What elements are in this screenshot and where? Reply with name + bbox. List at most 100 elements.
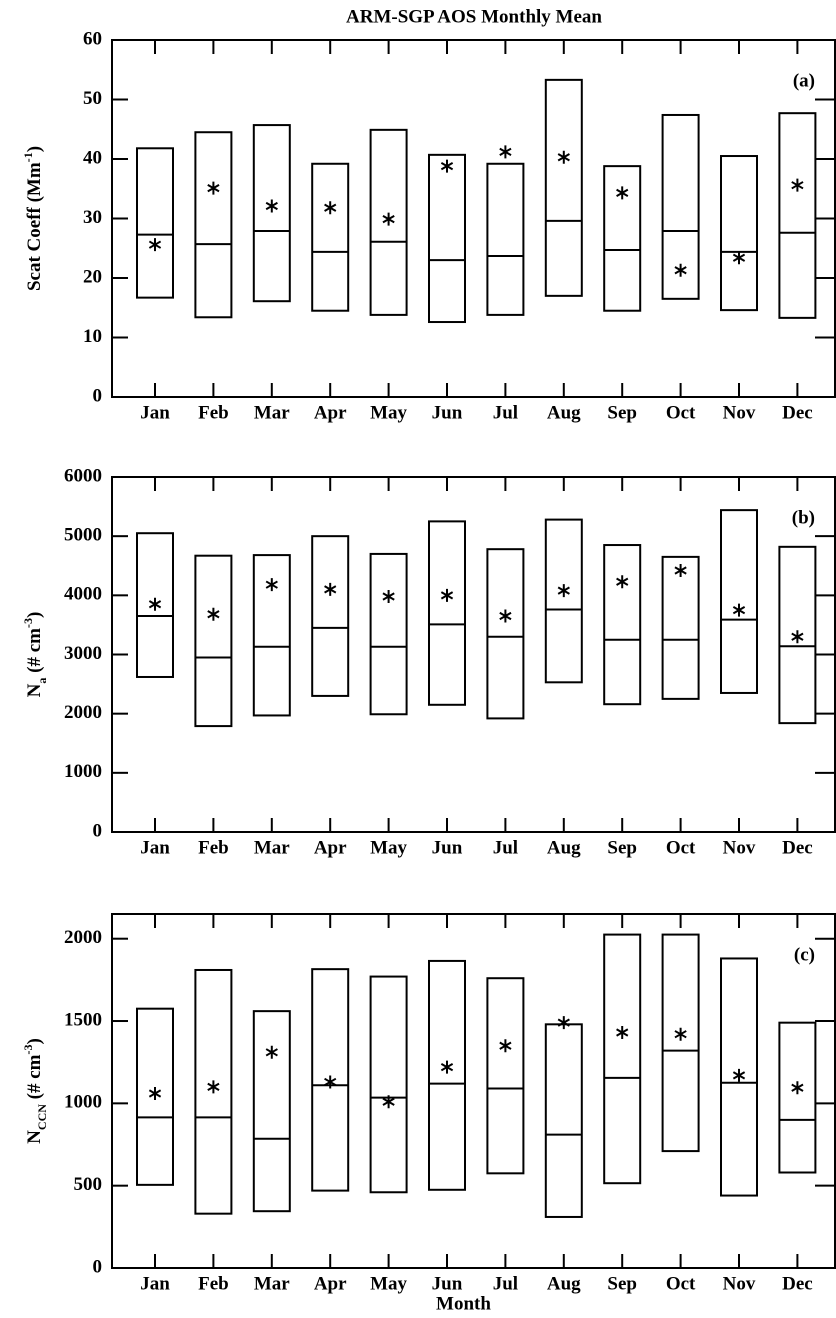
y-axis-label-part: Scat Coeff (Mm	[24, 162, 45, 291]
x-tick-label: May	[370, 1273, 407, 1294]
range-box	[720, 509, 758, 694]
y-axis-label-part: )	[24, 146, 45, 152]
mean-marker	[382, 1095, 395, 1109]
range-box	[311, 968, 350, 1192]
mean-marker	[207, 1080, 220, 1094]
y-tick-label: 6000	[64, 465, 102, 486]
y-tick-label: 20	[83, 266, 102, 287]
x-tick-label: Sep	[607, 837, 637, 858]
y-tick-label: 60	[83, 28, 102, 49]
range-box	[661, 555, 700, 700]
x-tick-label: Apr	[314, 837, 347, 858]
mean-marker	[265, 1045, 278, 1059]
range-box	[603, 933, 642, 1185]
x-tick-label: Jan	[140, 837, 170, 858]
range-box	[778, 1021, 817, 1174]
x-tick-label: Jul	[493, 402, 518, 423]
x-tick-label: Oct	[666, 1273, 696, 1294]
range-box	[369, 128, 408, 316]
range-box	[252, 1010, 291, 1213]
range-box	[428, 153, 466, 324]
mean-marker	[148, 238, 162, 252]
mean-marker	[440, 588, 454, 602]
y-tick-label: 1500	[64, 1009, 102, 1030]
y-tick-label: 2000	[64, 702, 102, 723]
x-tick-label: Dec	[782, 837, 813, 858]
y-tick-label: 0	[93, 385, 103, 406]
range-box	[369, 552, 408, 716]
y-axis-label-part: -1	[21, 152, 35, 162]
y-axis-label: Na (# cm-3)	[21, 612, 49, 698]
x-tick-label: Jul	[493, 1273, 518, 1294]
y-axis-label-part: (# cm	[24, 1054, 45, 1104]
range-box	[720, 957, 758, 1197]
mean-marker	[148, 1086, 162, 1100]
range-box	[544, 518, 583, 684]
x-tick-label: Oct	[666, 402, 696, 423]
mean-marker	[616, 575, 629, 589]
range-box	[428, 520, 466, 706]
x-tick-label: Feb	[198, 837, 229, 858]
x-tick-label: Nov	[723, 1273, 756, 1294]
y-tick-label: 10	[83, 326, 102, 347]
x-tick-label: Aug	[547, 837, 581, 858]
range-box	[544, 1023, 583, 1218]
x-tick-label: Jan	[140, 402, 170, 423]
range-box	[252, 554, 291, 717]
range-box	[486, 977, 525, 1175]
mean-marker	[265, 578, 278, 592]
x-tick-label: Aug	[547, 1273, 581, 1294]
y-axis-label: Scat Coeff (Mm-1)	[21, 146, 46, 291]
range-box	[661, 933, 700, 1153]
mean-marker	[382, 590, 395, 604]
range-box	[369, 975, 408, 1194]
range-box	[486, 162, 525, 316]
x-tick-label: Aug	[547, 402, 581, 423]
range-box	[486, 548, 525, 720]
x-tick-label: Feb	[198, 402, 229, 423]
y-axis-label-part: N	[24, 683, 45, 697]
mean-marker	[440, 159, 454, 173]
x-tick-label: Nov	[723, 402, 756, 423]
y-axis-label-part: )	[24, 612, 45, 618]
mean-marker	[207, 607, 220, 621]
x-tick-label: Jun	[432, 837, 463, 858]
y-tick-label: 0	[93, 820, 103, 841]
y-tick-label: 30	[83, 207, 102, 228]
plot-frame	[111, 913, 836, 1269]
range-box	[311, 162, 350, 312]
y-tick-label: 50	[83, 88, 102, 109]
figure-title: ARM-SGP AOS Monthly Mean	[346, 6, 602, 27]
y-axis-label-part: CCN	[35, 1104, 49, 1130]
y-axis-label-part: a	[35, 678, 49, 684]
range-box	[311, 535, 350, 697]
mean-marker	[791, 1081, 804, 1095]
mean-marker	[324, 582, 337, 596]
y-tick-label: 2000	[64, 927, 102, 948]
mean-marker	[382, 212, 395, 226]
range-box	[661, 113, 700, 300]
mean-marker	[616, 186, 629, 200]
panel-label: (c)	[794, 944, 815, 965]
x-tick-label: Jun	[432, 1273, 463, 1294]
range-box	[544, 78, 583, 297]
range-box	[194, 968, 233, 1215]
range-box	[778, 545, 817, 725]
y-axis-label: NCCN (# cm-3)	[21, 1038, 49, 1144]
range-box	[603, 165, 642, 312]
y-tick-label: 40	[83, 147, 102, 168]
x-tick-label: May	[370, 837, 407, 858]
y-tick-label: 4000	[64, 584, 102, 605]
mean-marker	[732, 603, 746, 617]
y-tick-label: 500	[74, 1174, 103, 1195]
mean-marker	[440, 1060, 454, 1074]
mean-marker	[499, 1039, 512, 1053]
mean-marker	[324, 201, 337, 215]
x-tick-label: Apr	[314, 1273, 347, 1294]
mean-marker	[674, 1027, 687, 1041]
x-tick-label: May	[370, 402, 407, 423]
x-tick-label: Dec	[782, 402, 813, 423]
x-tick-label: Nov	[723, 837, 756, 858]
x-tick-label: Oct	[666, 837, 696, 858]
range-box	[603, 544, 642, 706]
